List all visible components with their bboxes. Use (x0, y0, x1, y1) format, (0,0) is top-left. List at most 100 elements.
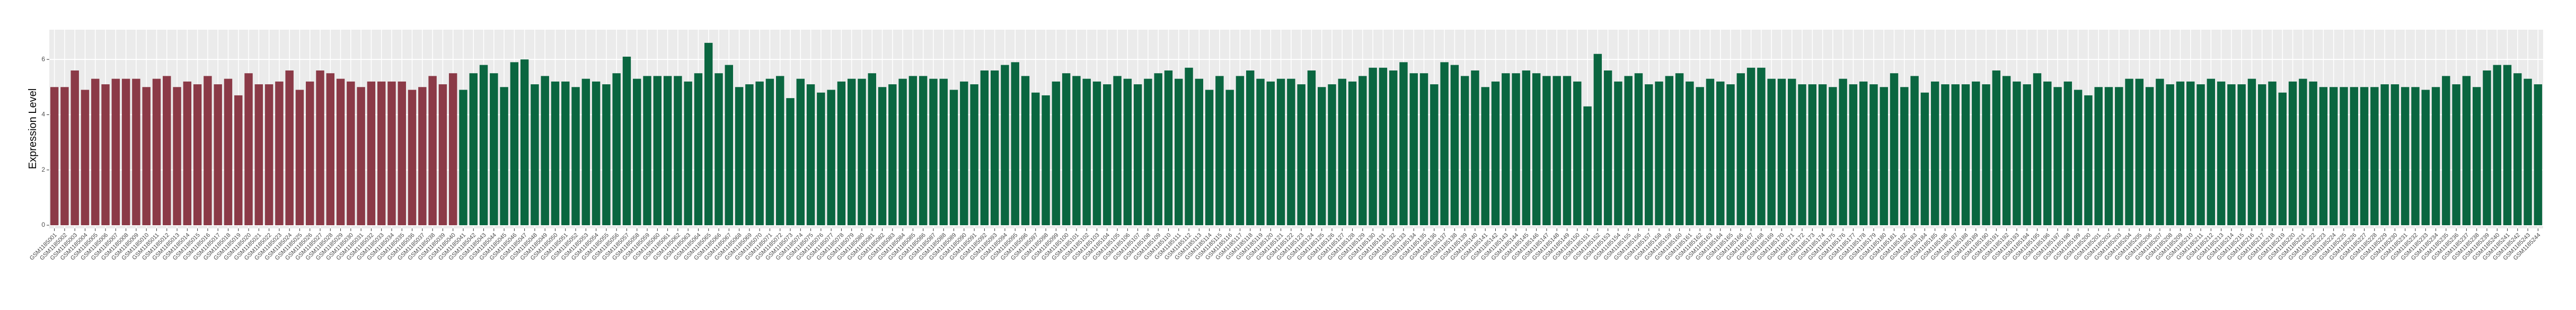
bar (387, 81, 396, 225)
bar (1042, 95, 1050, 225)
bar (1603, 70, 1612, 225)
bar (1573, 81, 1582, 225)
bar (755, 81, 764, 225)
bar (234, 95, 243, 225)
bar (132, 78, 140, 225)
bar (1317, 87, 1326, 226)
bar (408, 90, 417, 225)
bar (2023, 84, 2031, 226)
bar (111, 78, 120, 225)
bar (1021, 76, 1030, 225)
bar (2258, 84, 2266, 226)
bar (1777, 78, 1786, 225)
bar (2462, 76, 2471, 225)
bar (490, 73, 498, 225)
bar (1123, 78, 1132, 225)
bar (500, 87, 508, 226)
y-tick-label: 4 (41, 111, 45, 118)
bar (827, 90, 835, 225)
bar (2176, 81, 2185, 225)
bar (1358, 76, 1367, 225)
bar (1542, 76, 1551, 225)
bar (1450, 65, 1459, 226)
bar (541, 76, 549, 225)
bar (1001, 65, 1009, 226)
bar (2524, 78, 2532, 225)
bar (1052, 81, 1061, 225)
bar (1175, 78, 1183, 225)
bar (295, 90, 304, 225)
bar (1409, 73, 1418, 225)
bar (2401, 87, 2410, 226)
bar (1982, 84, 1990, 226)
bar (1154, 73, 1162, 225)
bar (2483, 70, 2491, 225)
bar (581, 78, 590, 225)
bar (1706, 78, 1715, 225)
bar (571, 87, 580, 226)
bar (1338, 78, 1346, 225)
bar (990, 70, 999, 225)
bar (1532, 73, 1541, 225)
bar (602, 84, 611, 226)
bar (1440, 62, 1449, 225)
bar (919, 76, 928, 225)
bar (1645, 84, 1653, 226)
bar (1808, 84, 1816, 226)
bar (428, 76, 437, 225)
bar (1481, 87, 1489, 226)
bar (1726, 84, 1735, 226)
bar (2319, 87, 2328, 226)
bar (377, 81, 386, 225)
bar (1164, 70, 1173, 225)
bar (2329, 87, 2338, 226)
bar (2299, 78, 2307, 225)
bar (2053, 87, 2062, 226)
bar (2043, 81, 2052, 225)
bar (70, 70, 79, 225)
bar (2237, 84, 2246, 226)
bar (796, 78, 805, 225)
bar (1552, 76, 1561, 225)
bar (1757, 67, 1766, 226)
bar (2156, 78, 2164, 225)
bar (1185, 67, 1193, 226)
bar (305, 81, 314, 225)
bar (244, 73, 253, 225)
bar (1941, 84, 1949, 226)
bar (2278, 92, 2287, 225)
bar (459, 90, 467, 225)
bar (2288, 81, 2297, 225)
bar (653, 76, 662, 225)
bar (1910, 76, 1919, 225)
bar (1144, 78, 1152, 225)
y-tick-label: 2 (41, 166, 45, 173)
bar (1746, 67, 1755, 226)
bar (2125, 78, 2133, 225)
bar (224, 78, 233, 225)
bar (204, 76, 212, 225)
bar (2104, 87, 2113, 226)
bar (163, 76, 171, 225)
bar (592, 81, 601, 225)
bar (2370, 87, 2379, 226)
bar (60, 87, 69, 226)
bar (1900, 87, 1909, 226)
bar (1256, 78, 1265, 225)
bar (357, 87, 365, 226)
bar (2196, 84, 2205, 226)
bar (264, 84, 274, 226)
bar (1031, 92, 1040, 225)
bar (50, 87, 59, 226)
bar (2186, 81, 2195, 225)
bar (980, 70, 989, 225)
bar (551, 81, 560, 225)
bar (1471, 70, 1479, 225)
bar (1348, 81, 1357, 225)
bar (2063, 81, 2072, 225)
bar (888, 84, 897, 226)
bar (81, 90, 90, 225)
bar (908, 76, 918, 225)
bar (1491, 81, 1500, 225)
bar (868, 73, 876, 225)
